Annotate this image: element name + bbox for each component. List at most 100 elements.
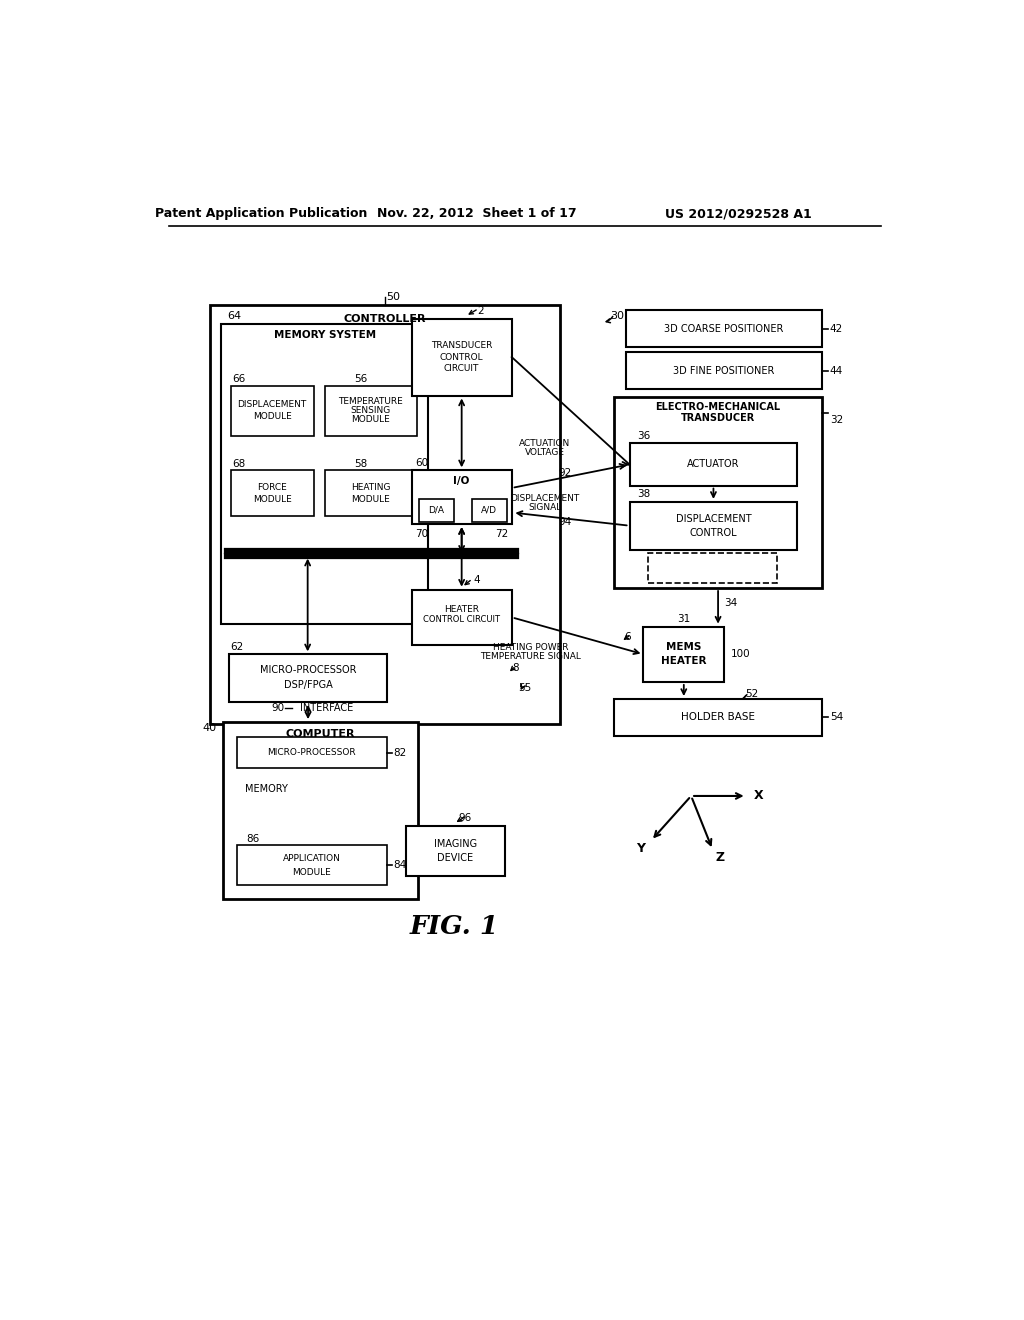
Text: HEATING POWER: HEATING POWER [494, 643, 568, 652]
Bar [643, 627, 724, 682]
Text: 92: 92 [558, 467, 571, 478]
Text: TRANSDUCER: TRANSDUCER [431, 341, 493, 350]
Text: SENSING: SENSING [350, 407, 391, 414]
Bar [325, 385, 417, 436]
Text: TEMPERATURE: TEMPERATURE [338, 397, 403, 405]
Bar [230, 470, 313, 516]
Text: 4: 4 [473, 576, 480, 585]
Text: 31: 31 [677, 614, 690, 624]
Text: ELECTRO-MECHANICAL: ELECTRO-MECHANICAL [655, 403, 780, 412]
Bar [630, 444, 798, 486]
Text: 68: 68 [232, 459, 246, 469]
Text: A/D: A/D [481, 506, 498, 515]
Text: Z: Z [716, 851, 725, 865]
Text: 30: 30 [610, 312, 625, 321]
Text: 64: 64 [227, 312, 242, 321]
Text: 84: 84 [393, 861, 407, 870]
Text: I/O: I/O [454, 477, 470, 486]
Text: 2: 2 [477, 306, 483, 315]
Text: ACTUATION: ACTUATION [519, 438, 570, 447]
Text: 8: 8 [512, 663, 519, 673]
Text: 90: 90 [271, 704, 285, 713]
Text: 86: 86 [246, 834, 259, 843]
Text: MODULE: MODULE [293, 867, 332, 876]
Text: 52: 52 [745, 689, 758, 700]
Bar [237, 845, 387, 886]
Bar [230, 385, 313, 436]
Text: 3D FINE POSITIONER: 3D FINE POSITIONER [673, 366, 774, 376]
Text: 50: 50 [386, 292, 399, 302]
Text: CIRCUIT: CIRCUIT [444, 364, 479, 374]
Text: 70: 70 [416, 529, 429, 539]
Bar [407, 826, 505, 876]
Text: DSP/FPGA: DSP/FPGA [284, 680, 333, 690]
Text: Nov. 22, 2012  Sheet 1 of 17: Nov. 22, 2012 Sheet 1 of 17 [377, 207, 577, 220]
Text: CONTROL CIRCUIT: CONTROL CIRCUIT [423, 615, 500, 624]
Text: 6: 6 [625, 632, 631, 643]
Text: FORCE: FORCE [257, 483, 287, 491]
Bar [412, 470, 512, 524]
Bar [626, 310, 822, 347]
Bar [412, 318, 512, 396]
Bar [614, 397, 822, 589]
Bar [472, 499, 507, 521]
Bar [648, 553, 777, 583]
Text: 32: 32 [829, 416, 843, 425]
Text: MEMORY SYSTEM: MEMORY SYSTEM [273, 330, 376, 341]
Text: SIGNAL: SIGNAL [528, 503, 561, 512]
Bar [221, 323, 428, 624]
Text: X: X [755, 789, 764, 803]
Text: IMAGING: IMAGING [434, 840, 477, 849]
Text: 100: 100 [730, 649, 750, 659]
Bar [325, 470, 417, 516]
Text: APPLICATION: APPLICATION [283, 854, 341, 863]
Text: 55: 55 [518, 684, 531, 693]
Text: MODULE: MODULE [351, 495, 390, 504]
Bar [237, 738, 387, 768]
Text: CONTROL: CONTROL [689, 528, 737, 537]
Text: 40: 40 [203, 723, 217, 733]
Text: Y: Y [636, 842, 645, 855]
Text: Patent Application Publication: Patent Application Publication [156, 207, 368, 220]
Text: MEMORY: MEMORY [245, 784, 288, 795]
Text: 38: 38 [637, 490, 650, 499]
Text: DISPLACEMENT: DISPLACEMENT [510, 494, 580, 503]
Text: INTERFACE: INTERFACE [300, 704, 353, 713]
Text: 42: 42 [829, 323, 843, 334]
Bar [229, 655, 387, 702]
Bar [419, 499, 454, 521]
Text: DEVICE: DEVICE [437, 853, 473, 863]
Text: DISPLACEMENT: DISPLACEMENT [238, 400, 307, 409]
Text: HEATER: HEATER [444, 605, 479, 614]
Text: MICRO-PROCESSOR: MICRO-PROCESSOR [260, 665, 356, 676]
Text: 82: 82 [393, 748, 407, 758]
Bar [412, 590, 512, 645]
Text: MODULE: MODULE [253, 495, 292, 504]
Bar [626, 352, 822, 389]
Text: MODULE: MODULE [253, 412, 292, 421]
Text: TEMPERATURE SIGNAL: TEMPERATURE SIGNAL [480, 652, 582, 661]
Text: CONTROL: CONTROL [440, 352, 483, 362]
Text: 3D COARSE POSITIONER: 3D COARSE POSITIONER [665, 323, 783, 334]
Bar [614, 700, 822, 737]
Text: MEMS: MEMS [667, 643, 701, 652]
Text: 66: 66 [232, 375, 246, 384]
Text: 58: 58 [353, 459, 367, 469]
Text: MICRO-PROCESSOR: MICRO-PROCESSOR [267, 748, 356, 758]
Text: 36: 36 [637, 430, 650, 441]
Text: 72: 72 [495, 529, 508, 539]
Bar [630, 502, 798, 549]
Text: 54: 54 [829, 713, 843, 722]
Bar [223, 722, 418, 899]
Text: VOLTAGE: VOLTAGE [525, 447, 565, 457]
Text: 44: 44 [829, 366, 843, 376]
Text: TRANSDUCER: TRANSDUCER [681, 413, 755, 422]
Text: 56: 56 [353, 375, 367, 384]
Text: COMPUTER: COMPUTER [286, 730, 355, 739]
Text: FIG. 1: FIG. 1 [410, 915, 499, 940]
Text: 60: 60 [416, 458, 429, 467]
Text: HEATING: HEATING [351, 483, 390, 491]
Text: ACTUATOR: ACTUATOR [687, 459, 739, 470]
Text: HEATER: HEATER [662, 656, 707, 667]
Text: DISPLACEMENT: DISPLACEMENT [676, 513, 752, 524]
